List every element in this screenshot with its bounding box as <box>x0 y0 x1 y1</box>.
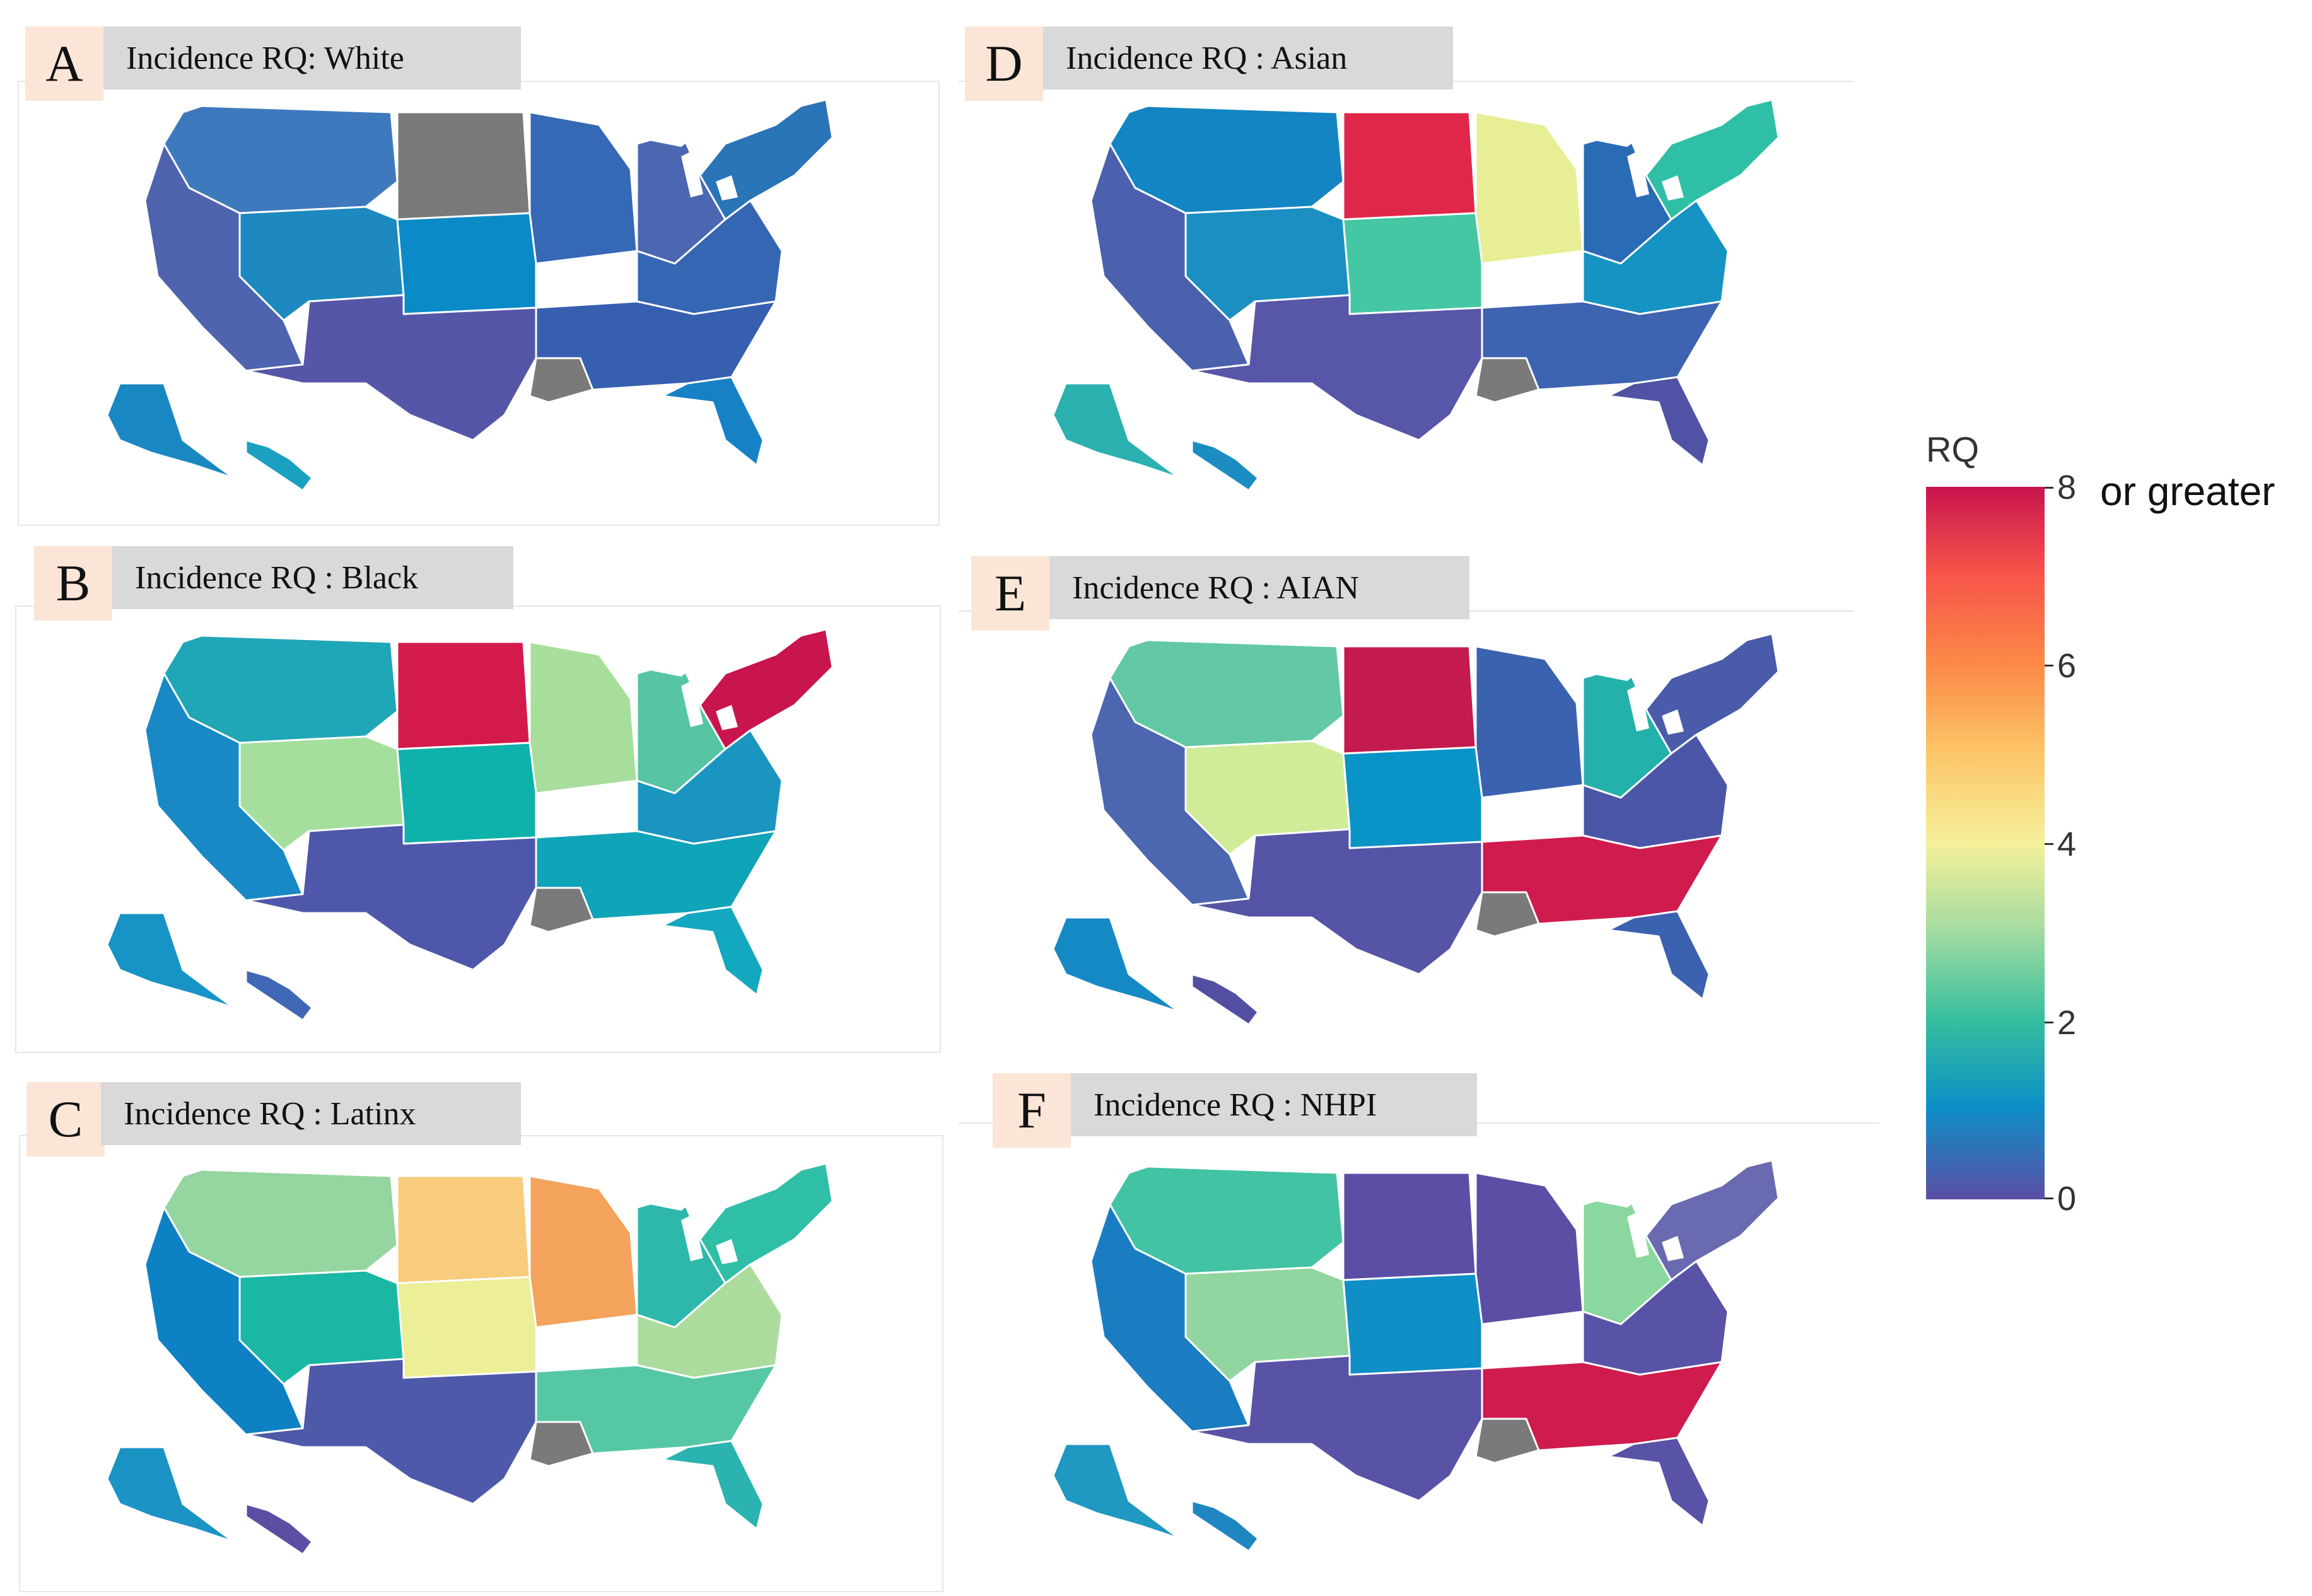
great-lakes <box>1558 125 1684 201</box>
region-ak <box>106 382 235 479</box>
legend-tick-label: 2 <box>2057 1004 2077 1042</box>
region-ne <box>699 628 834 750</box>
region-ak <box>106 912 235 1009</box>
region-plains <box>396 212 537 315</box>
legend-tick-mark <box>2045 1022 2053 1023</box>
panel-letter: E <box>971 556 1049 631</box>
panel-letter: D <box>965 26 1043 101</box>
panel-title: Incidence RQ : Latinx <box>101 1082 521 1145</box>
panel-e: E Incidence RQ : AIAN <box>946 530 1892 1059</box>
region-hi <box>1191 1500 1259 1552</box>
region-dakota <box>1342 1172 1477 1281</box>
region-dakota <box>1342 645 1477 755</box>
region-fl <box>1607 1436 1710 1527</box>
region-dakota <box>396 111 531 221</box>
panel-a: A Incidence RQ: White <box>0 0 946 530</box>
panel-title: Incidence RQ : Asian <box>1043 26 1453 90</box>
legend-max-note: or greater <box>2100 469 2275 514</box>
panel-letter: A <box>25 26 103 101</box>
legend-tick-mark <box>2045 665 2053 667</box>
great-lakes <box>1558 659 1684 735</box>
panel-letter: C <box>26 1082 105 1156</box>
panel-title: Incidence RQ: White <box>103 26 521 90</box>
region-fl <box>661 906 764 996</box>
region-ak <box>1052 382 1181 479</box>
us-map <box>106 98 834 492</box>
panel-b: B Incidence RQ : Black <box>0 530 946 1059</box>
panel-letter: B <box>34 546 112 620</box>
great-lakes <box>612 1189 738 1264</box>
legend-tick-label: 4 <box>2057 825 2077 863</box>
legend-colorbar <box>1926 487 2045 1199</box>
panel-c: C Incidence RQ : Latinx <box>0 1059 946 1596</box>
us-map <box>1052 98 1780 492</box>
region-ne <box>1645 1159 1780 1281</box>
panel-title: Incidence RQ : Black <box>112 546 513 609</box>
region-plains <box>1342 746 1483 849</box>
region-plains <box>1342 212 1483 315</box>
region-fl <box>661 376 764 467</box>
us-map <box>1052 632 1780 1026</box>
panel-d: D Incidence RQ : Asian <box>946 0 1892 530</box>
region-dakota <box>396 1175 531 1284</box>
region-hi <box>245 969 313 1022</box>
us-map <box>106 628 834 1022</box>
region-hi <box>1191 439 1259 492</box>
legend-tick-mark <box>2045 1197 2053 1199</box>
region-ne <box>1645 98 1780 221</box>
region-ak <box>1052 916 1181 1013</box>
panel-title: Incidence RQ : AIAN <box>1049 556 1469 619</box>
legend-tick-label: 8 <box>2057 469 2077 506</box>
legend-tick-mark <box>2045 487 2053 489</box>
legend-tick-mark <box>2045 843 2053 845</box>
region-hi <box>1191 973 1259 1026</box>
region-ak <box>106 1446 235 1543</box>
us-map <box>106 1162 834 1556</box>
region-ne <box>1645 632 1780 755</box>
great-lakes <box>612 655 738 730</box>
region-dakota <box>1342 111 1477 221</box>
region-fl <box>661 1440 764 1530</box>
legend: RQ 8 6 4 2 0 or greater <box>1917 429 2308 1223</box>
region-ne <box>699 98 834 221</box>
legend-tick-label: 0 <box>2057 1180 2077 1218</box>
great-lakes <box>612 125 738 201</box>
legend-tick-label: 6 <box>2057 647 2077 685</box>
region-hi <box>245 1503 313 1556</box>
panel-title: Incidence RQ : NHPI <box>1071 1073 1477 1136</box>
region-ak <box>1052 1443 1181 1540</box>
region-dakota <box>396 641 531 750</box>
panel-f: F Incidence RQ : NHPI <box>946 1059 1892 1596</box>
region-fl <box>1607 910 1710 1001</box>
region-plains <box>396 1276 537 1379</box>
region-hi <box>245 439 313 492</box>
legend-title: RQ <box>1926 429 1979 469</box>
great-lakes <box>1558 1185 1684 1261</box>
region-fl <box>1607 376 1710 467</box>
region-plains <box>396 742 537 845</box>
panel-letter: F <box>993 1073 1071 1148</box>
us-map <box>1052 1159 1780 1552</box>
region-plains <box>1342 1273 1483 1376</box>
region-ne <box>699 1162 834 1284</box>
